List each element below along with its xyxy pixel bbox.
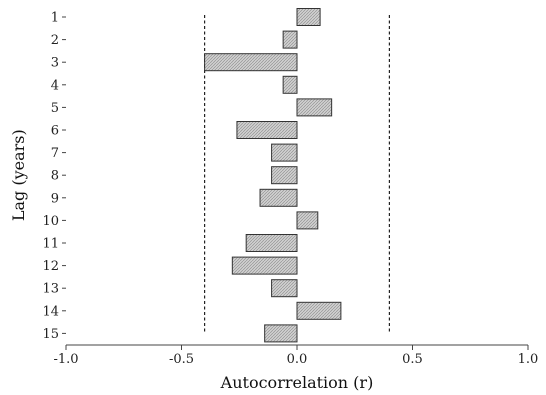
bar-lag-12 (231, 256, 298, 275)
y-tick-label: 4 (51, 78, 59, 93)
y-tick-label: 3 (51, 56, 59, 71)
y-tick-label: 7 (51, 146, 59, 161)
bars (204, 8, 342, 343)
bar-lag-5 (296, 98, 333, 117)
x-tick-label: 0.5 (402, 352, 423, 367)
bar-lag-11 (245, 234, 298, 252)
y-tick-label: 12 (42, 259, 59, 274)
x-tick-label: 1.0 (518, 352, 539, 367)
y-tick-label: 13 (42, 282, 59, 297)
y-tick-label: 11 (42, 237, 59, 252)
bar-lag-4 (282, 75, 298, 94)
y-tick-label: 5 (51, 101, 59, 116)
y-tick-label: 14 (42, 304, 59, 319)
y-axis-title: Lag (years) (9, 129, 28, 221)
x-tick-label: -0.5 (169, 352, 194, 367)
y-tick-label: 2 (51, 33, 59, 48)
y-tick-label: 6 (51, 124, 59, 139)
bar-lag-15 (264, 324, 298, 343)
bar-lag-14 (296, 301, 342, 320)
y-tick-label: 1 (51, 11, 59, 26)
bar-lag-3 (204, 53, 298, 72)
confidence-bounds (204, 15, 390, 333)
bar-lag-7 (271, 143, 298, 162)
bar-lag-9 (259, 188, 298, 207)
bar-lag-2 (282, 30, 298, 49)
x-tick-label: 0.0 (287, 352, 308, 367)
y-tick-label: 15 (42, 327, 59, 342)
y-tick-label: 9 (51, 191, 59, 206)
bar-lag-8 (271, 166, 298, 185)
bar-lag-6 (236, 121, 298, 139)
y-tick-label: 10 (42, 214, 59, 229)
y-tick-label: 8 (51, 169, 59, 184)
bar-lag-10 (296, 211, 319, 230)
x-tick-labels: -1.0 -0.5 0.0 0.5 1.0 (53, 345, 538, 367)
x-tick-label: -1.0 (53, 352, 78, 367)
x-axis-title: Autocorrelation (r) (220, 373, 374, 392)
bar-lag-13 (271, 279, 298, 298)
bar-lag-1 (296, 8, 321, 26)
